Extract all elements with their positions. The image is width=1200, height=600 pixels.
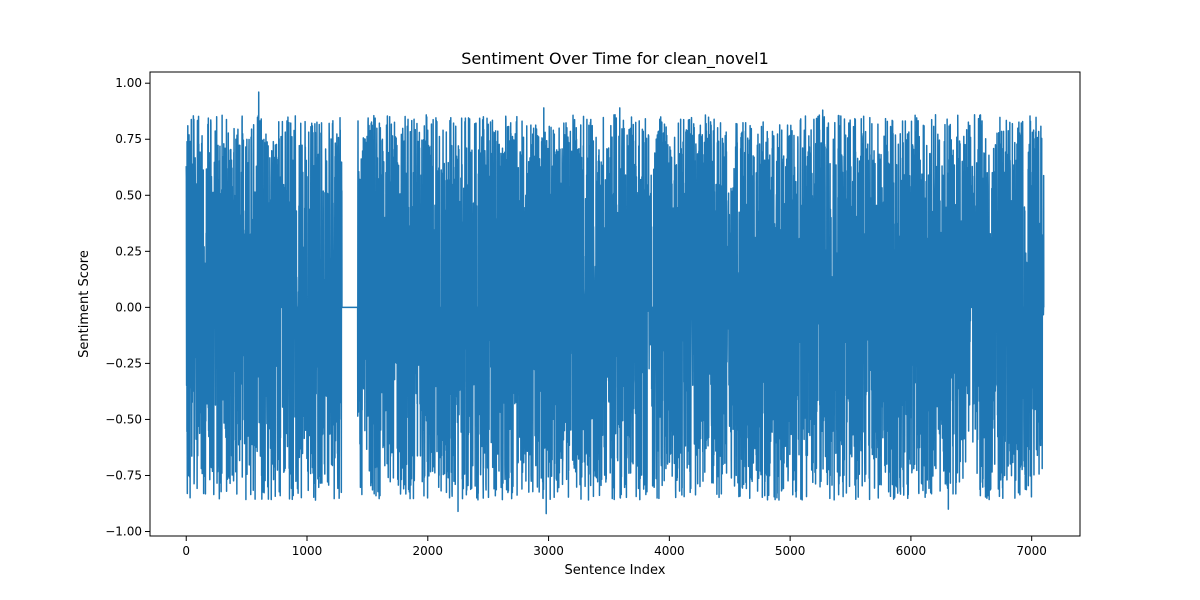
y-tick-label: 0.75	[115, 132, 142, 146]
y-tick-label: −0.50	[105, 412, 142, 426]
y-tick-label: −1.00	[105, 525, 142, 539]
y-tick-label: 1.00	[115, 76, 142, 90]
x-tick-label: 1000	[292, 544, 323, 558]
x-tick-label: 3000	[533, 544, 564, 558]
y-tick-label: −0.25	[105, 356, 142, 370]
series-layer	[185, 91, 1045, 515]
x-tick-label: 0	[182, 544, 190, 558]
plot-area	[149, 71, 1081, 537]
x-tick-label: 5000	[775, 544, 806, 558]
y-tick-label: −0.75	[105, 468, 142, 482]
plot-frame	[149, 71, 1081, 537]
y-tick-label: 0.25	[115, 244, 142, 258]
x-tick-label: 6000	[896, 544, 927, 558]
y-tick-label: 0.00	[115, 300, 142, 314]
x-tick-label: 2000	[413, 544, 444, 558]
x-tick-label: 4000	[654, 544, 685, 558]
series-line	[185, 91, 1045, 515]
y-tick-label: 0.50	[115, 188, 142, 202]
y-axis: −1.00 −0.75 −0.50 −0.25 0.00 0.25 0.50 0.75 1.00	[105, 76, 150, 539]
chart-title: Sentiment Over Time for clean_novel1	[461, 49, 769, 69]
x-axis-label: Sentence Index	[565, 563, 666, 578]
x-axis: 0 1000 2000 3000 4000 5000 6000 7000	[182, 536, 1047, 558]
y-axis-label: Sentiment Score	[77, 250, 92, 358]
x-tick-label: 7000	[1016, 544, 1047, 558]
